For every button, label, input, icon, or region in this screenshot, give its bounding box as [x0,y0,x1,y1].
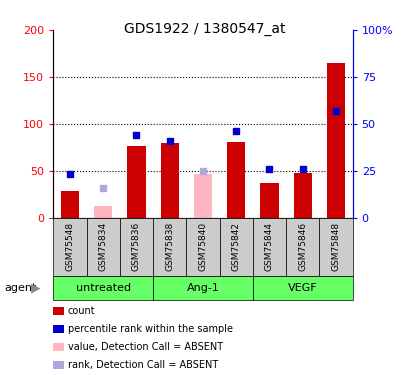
Bar [326,63,344,217]
Text: GSM75844: GSM75844 [264,222,273,271]
Bar [61,191,79,217]
Text: GSM75838: GSM75838 [165,222,174,271]
Bar [160,142,178,218]
Text: agent: agent [4,283,36,293]
Text: GSM75840: GSM75840 [198,222,207,271]
Bar [127,146,145,218]
Text: GDS1922 / 1380547_at: GDS1922 / 1380547_at [124,22,285,36]
Bar [293,173,311,217]
Text: GSM75848: GSM75848 [330,222,339,271]
Text: GSM75842: GSM75842 [231,222,240,271]
Bar [260,183,278,218]
Text: GSM75548: GSM75548 [65,222,74,271]
Text: VEGF: VEGF [287,283,317,293]
Text: untreated: untreated [75,283,130,293]
Bar [227,142,245,218]
Text: ▶: ▶ [31,281,40,294]
Bar [94,206,112,218]
Text: rank, Detection Call = ABSENT: rank, Detection Call = ABSENT [67,360,217,370]
Text: GSM75846: GSM75846 [297,222,306,271]
Text: GSM75836: GSM75836 [132,222,141,271]
Text: percentile rank within the sample: percentile rank within the sample [67,324,232,334]
Bar [193,174,211,217]
Text: GSM75834: GSM75834 [99,222,108,271]
Text: Ang-1: Ang-1 [186,283,219,293]
Text: value, Detection Call = ABSENT: value, Detection Call = ABSENT [67,342,222,352]
Text: count: count [67,306,95,316]
